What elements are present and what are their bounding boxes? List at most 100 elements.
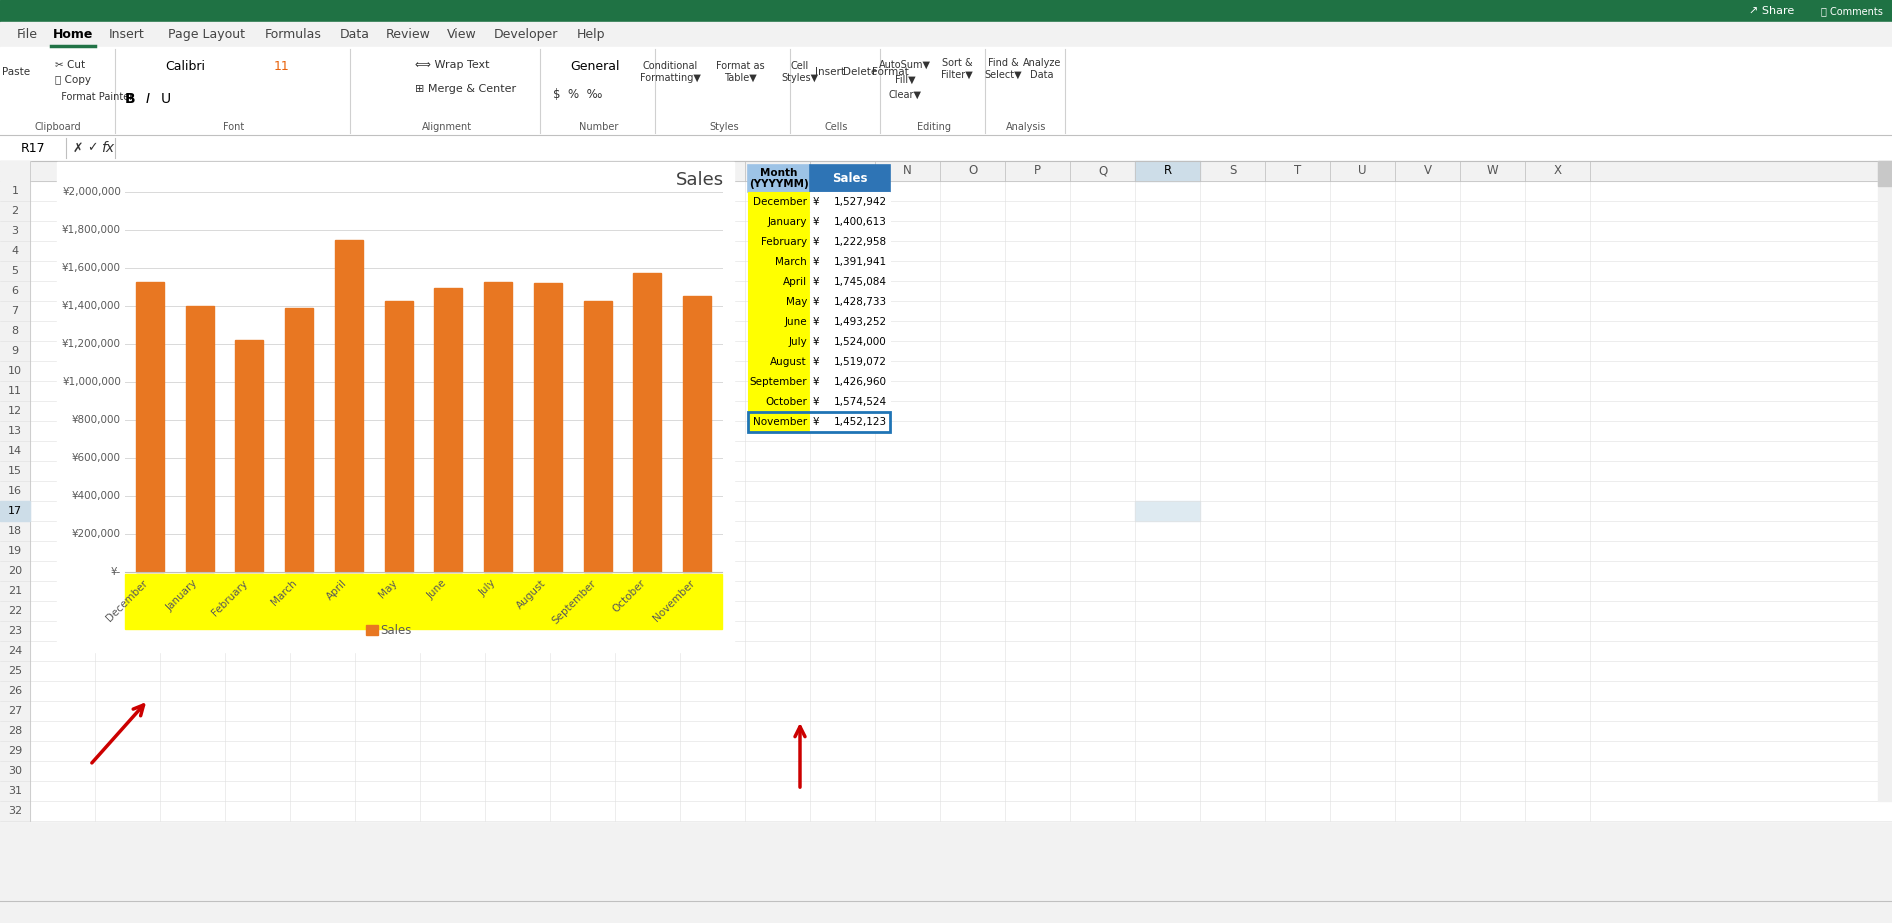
Bar xyxy=(2,138,64,158)
Text: ¥1,000,000: ¥1,000,000 xyxy=(62,377,121,387)
Bar xyxy=(125,55,255,77)
Text: ¥1,200,000: ¥1,200,000 xyxy=(62,339,121,349)
Text: Cells: Cells xyxy=(825,122,848,132)
Text: January: January xyxy=(165,578,201,613)
Bar xyxy=(0,161,1892,181)
Text: 1,524,000: 1,524,000 xyxy=(834,337,887,347)
Bar xyxy=(747,165,810,192)
Bar xyxy=(810,412,821,432)
Bar xyxy=(0,47,1892,135)
Bar xyxy=(810,392,821,412)
Bar xyxy=(585,301,611,572)
Text: File: File xyxy=(17,28,38,41)
Text: ¥-: ¥- xyxy=(112,567,121,577)
Bar xyxy=(810,192,821,212)
Text: 4: 4 xyxy=(11,246,19,256)
Text: C: C xyxy=(189,164,197,177)
Text: 19: 19 xyxy=(8,546,23,556)
Text: ¥800,000: ¥800,000 xyxy=(72,415,121,425)
Text: Find &
Select▼: Find & Select▼ xyxy=(984,58,1022,79)
Text: Analysis: Analysis xyxy=(1007,122,1046,132)
Text: 1,426,960: 1,426,960 xyxy=(834,377,887,387)
Text: Data: Data xyxy=(339,28,369,41)
Text: Styles: Styles xyxy=(710,122,738,132)
Text: Month
(YYYYMM): Month (YYYYMM) xyxy=(749,168,810,189)
Text: June: June xyxy=(785,317,808,327)
Text: Help: Help xyxy=(577,28,605,41)
Text: 17: 17 xyxy=(8,506,23,516)
Bar xyxy=(810,372,821,392)
Text: Number: Number xyxy=(579,122,619,132)
Text: ¥: ¥ xyxy=(814,197,819,207)
Text: May: May xyxy=(785,297,808,307)
Bar xyxy=(0,22,1892,47)
Text: 20: 20 xyxy=(8,566,23,576)
Text: 1,391,941: 1,391,941 xyxy=(834,257,887,267)
Text: March: March xyxy=(776,257,808,267)
Bar xyxy=(810,272,821,292)
Text: ¥1,400,000: ¥1,400,000 xyxy=(62,301,121,311)
Bar xyxy=(821,292,889,312)
Bar xyxy=(810,312,821,332)
Text: ¥: ¥ xyxy=(814,297,819,307)
Text: 1,745,084: 1,745,084 xyxy=(834,277,887,287)
Text: M: M xyxy=(838,164,848,177)
Text: V: V xyxy=(1423,164,1432,177)
Text: H: H xyxy=(513,164,522,177)
Text: 1,519,072: 1,519,072 xyxy=(834,357,887,367)
Bar xyxy=(0,135,1892,161)
Bar xyxy=(0,0,1892,22)
Bar xyxy=(821,412,889,432)
Text: Sales: Sales xyxy=(380,624,412,637)
Bar xyxy=(747,252,810,272)
Bar xyxy=(821,252,889,272)
Text: Sales: Sales xyxy=(675,171,725,189)
Text: ¥: ¥ xyxy=(814,397,819,407)
Text: ¥1,600,000: ¥1,600,000 xyxy=(62,263,121,273)
Text: 1,400,613: 1,400,613 xyxy=(834,217,887,227)
Bar xyxy=(747,372,810,392)
Bar xyxy=(435,288,462,572)
Bar xyxy=(0,161,30,181)
Text: 26: 26 xyxy=(8,686,23,696)
Text: 1,452,123: 1,452,123 xyxy=(834,417,887,427)
Text: 1: 1 xyxy=(11,186,19,196)
Text: ⊞ Merge & Center: ⊞ Merge & Center xyxy=(414,84,517,94)
Text: View: View xyxy=(447,28,477,41)
Text: ✗: ✗ xyxy=(72,141,83,154)
Bar xyxy=(747,332,810,352)
Text: May: May xyxy=(377,578,399,600)
Bar xyxy=(365,625,378,635)
Bar xyxy=(0,901,1892,923)
Text: Analyze
Data: Analyze Data xyxy=(1024,58,1061,79)
Text: General: General xyxy=(569,59,621,73)
Text: U: U xyxy=(161,92,170,106)
Text: ⟺ Wrap Text: ⟺ Wrap Text xyxy=(414,60,490,70)
Bar xyxy=(1135,501,1200,521)
Text: 9: 9 xyxy=(11,346,19,356)
Text: 27: 27 xyxy=(8,706,23,716)
Text: $  %  ‰: $ % ‰ xyxy=(552,89,602,102)
Text: ¥200,000: ¥200,000 xyxy=(72,529,121,539)
Text: Sort &
Filter▼: Sort & Filter▼ xyxy=(940,58,972,79)
Text: S: S xyxy=(1228,164,1235,177)
Text: ¥600,000: ¥600,000 xyxy=(72,453,121,463)
Bar xyxy=(821,372,889,392)
Bar xyxy=(810,252,821,272)
Text: ✓: ✓ xyxy=(87,141,96,154)
Text: Editing: Editing xyxy=(918,122,952,132)
Text: ¥: ¥ xyxy=(814,417,819,427)
Text: December: December xyxy=(753,197,808,207)
Text: Format Painter: Format Painter xyxy=(55,92,132,102)
Bar xyxy=(57,162,734,652)
Text: A: A xyxy=(59,164,66,177)
Text: 29: 29 xyxy=(8,746,23,756)
Text: J: J xyxy=(645,164,649,177)
Bar xyxy=(821,392,889,412)
Text: ¥1,800,000: ¥1,800,000 xyxy=(62,225,121,235)
Bar xyxy=(136,282,165,572)
Text: 21: 21 xyxy=(8,586,23,596)
Text: ⎘ Copy: ⎘ Copy xyxy=(55,75,91,85)
Text: Calibri: Calibri xyxy=(165,59,204,73)
Text: August: August xyxy=(515,578,549,611)
